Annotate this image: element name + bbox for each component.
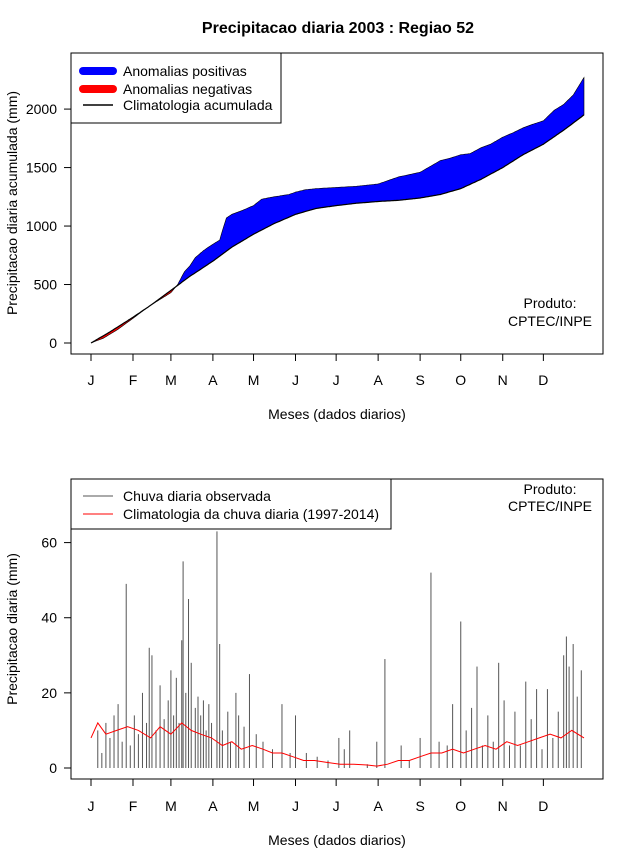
bottom-x-tick-label-3: A [208, 798, 218, 814]
legend-label-positive: Anomalias positivas [123, 63, 247, 79]
bottom-x-tick-label-1: F [129, 798, 138, 814]
bottom-x-tick-label-11: D [538, 798, 548, 814]
legend-label-observed: Chuva diaria observada [123, 488, 271, 504]
top-x-axis-label: Meses (dados diarios) [268, 406, 406, 422]
bottom-x-tick-label-2: M [165, 798, 177, 814]
top-x-tick-label-0: J [88, 372, 95, 388]
bottom-legend-box [70, 478, 392, 530]
bottom-x-tick-label-5: J [292, 798, 299, 814]
bottom-x-axis-label: Meses (dados diarios) [268, 832, 406, 848]
daily-climatology-line [90, 721, 585, 767]
bottom-y-tick-label-40: 40 [41, 610, 57, 626]
bottom-x-tick-label-0: J [88, 798, 95, 814]
top-x-tick-label-8: S [415, 372, 424, 388]
cumulative-anomaly-plot [90, 76, 585, 344]
credit-label-bottom: Produto: [524, 481, 577, 497]
bottom-legend: Chuva diaria observada Climatologia da c… [70, 478, 392, 530]
credit-label-top: Produto: [524, 295, 577, 311]
bottom-y-axis-label: Precipitacao diaria (mm) [4, 553, 20, 705]
legend-label-negative: Anomalias negativas [123, 81, 252, 97]
top-y-tick-label-2000: 2000 [26, 101, 57, 117]
bottom-x-tick-label-6: J [333, 798, 340, 814]
top-y-tick-label-0: 0 [49, 335, 57, 351]
top-y-tick-label-1500: 1500 [26, 160, 57, 176]
bottom-y-tick-label-0: 0 [49, 760, 57, 776]
top-x-tick-label-4: M [248, 372, 260, 388]
credit-source-top: CPTEC/INPE [508, 313, 592, 329]
bottom-x-tick-label-4: M [248, 798, 260, 814]
daily-precipitation-plot [90, 531, 585, 768]
legend-label-daily-climatology: Climatologia da chuva diaria (1997-2014) [123, 506, 379, 522]
top-x-tick-label-11: D [538, 372, 548, 388]
top-x-tick-label-6: J [333, 372, 340, 388]
bottom-plot-axes: 0 20 40 60 J F M A M J J A S O N D [41, 535, 548, 814]
bottom-x-tick-label-9: O [455, 798, 466, 814]
chart-title: Precipitacao diaria 2003 : Regiao 52 [202, 20, 474, 37]
top-x-tick-label-2: M [165, 372, 177, 388]
bottom-x-tick-label-8: S [415, 798, 424, 814]
top-x-tick-label-7: A [373, 372, 383, 388]
top-y-tick-label-1000: 1000 [26, 218, 57, 234]
top-x-tick-label-9: O [455, 372, 466, 388]
top-x-tick-label-1: F [129, 372, 138, 388]
top-y-axis-label: Precipitacao diaria acumulada (mm) [4, 91, 20, 315]
bottom-x-tick-label-7: A [373, 798, 383, 814]
top-y-tick-label-500: 500 [34, 277, 58, 293]
legend-label-climatology: Climatologia acumulada [123, 97, 273, 113]
bottom-y-tick-label-60: 60 [41, 535, 57, 551]
top-plot-axes: 0 500 1000 1500 2000 J F M A M J J A S O N D [26, 101, 549, 388]
bottom-x-tick-label-10: N [498, 798, 508, 814]
top-x-tick-label-3: A [208, 372, 218, 388]
top-x-tick-label-5: J [292, 372, 299, 388]
bottom-y-tick-label-20: 20 [41, 685, 57, 701]
top-x-tick-label-10: N [498, 372, 508, 388]
credit-source-bottom: CPTEC/INPE [508, 498, 592, 514]
top-legend: Anomalias positivas Anomalias negativas … [70, 52, 282, 124]
climatology-cumulative-line [90, 114, 585, 344]
